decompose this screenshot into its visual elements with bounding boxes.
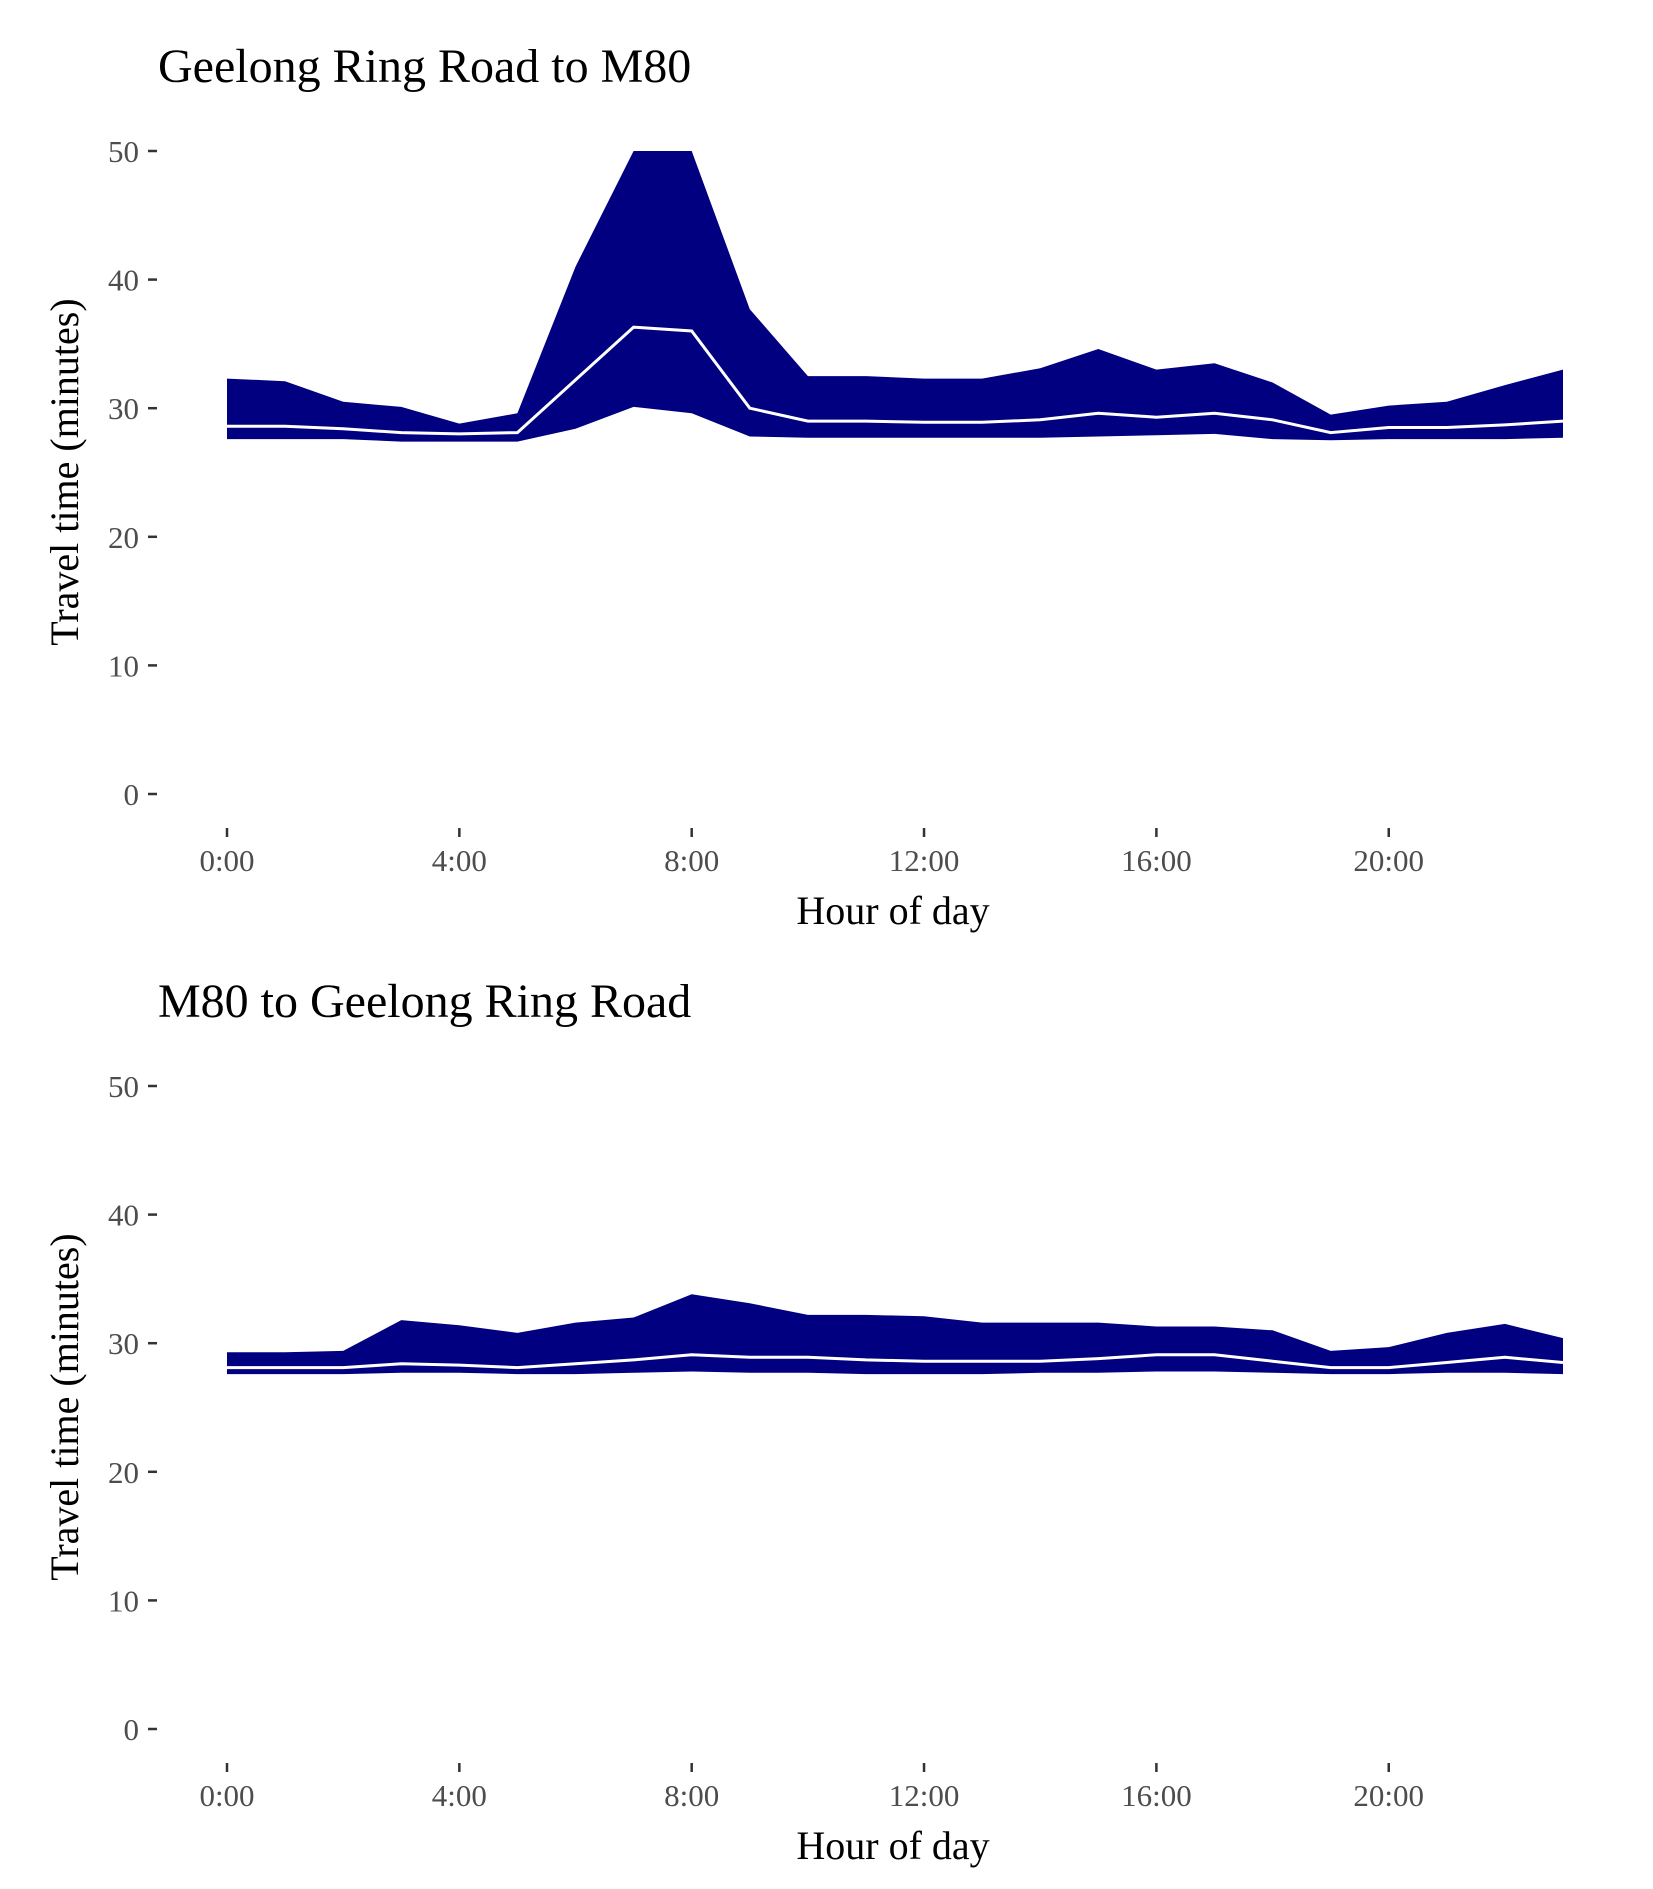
y-tick-label: 30 — [108, 391, 139, 426]
median-line — [227, 1353, 1564, 1370]
y-tick-label: 20 — [108, 520, 139, 555]
y-tick-label: 50 — [108, 134, 139, 169]
plot-area: 0 10 20 30 40 50 0:00 4:00 8:00 12:00 16:00 20:00 — [108, 134, 1564, 878]
x-tick-label: 4:00 — [432, 1778, 487, 1813]
y-axis-title: Travel time (minutes) — [42, 298, 87, 645]
range-band — [227, 151, 1563, 442]
x-tick-label: 8:00 — [664, 1778, 719, 1813]
y-tick-label: 0 — [124, 777, 140, 812]
y-axis-title: Travel time (minutes) — [42, 1233, 87, 1580]
chart-title: Geelong Ring Road to M80 — [158, 40, 691, 93]
x-tick-label: 12:00 — [889, 843, 960, 878]
x-tick-label: 20:00 — [1353, 1778, 1424, 1813]
x-axis-title: Hour of day — [796, 888, 989, 933]
x-tick-label: 12:00 — [889, 1778, 960, 1813]
y-tick-label: 20 — [108, 1455, 139, 1490]
y-tick-label: 40 — [108, 1198, 139, 1233]
x-tick-label: 0:00 — [199, 843, 254, 878]
plot-area: 0 10 20 30 40 50 0:00 4:00 8:00 12:00 16:00 20:00 — [108, 1069, 1564, 1813]
x-axis-title: Hour of day — [796, 1823, 989, 1868]
range-band — [227, 1294, 1563, 1375]
y-tick-label: 10 — [108, 1583, 139, 1618]
y-tick-label: 10 — [108, 648, 139, 683]
x-tick-label: 0:00 — [199, 1778, 254, 1813]
y-tick-label: 50 — [108, 1069, 139, 1104]
chart-title: M80 to Geelong Ring Road — [158, 975, 691, 1028]
x-tick-label: 20:00 — [1353, 843, 1424, 878]
x-tick-label: 16:00 — [1121, 843, 1192, 878]
median-line — [227, 325, 1564, 436]
y-tick-label: 0 — [124, 1712, 140, 1747]
y-tick-label: 30 — [108, 1326, 139, 1361]
y-tick-label: 40 — [108, 263, 139, 298]
x-tick-label: 8:00 — [664, 843, 719, 878]
chart-panel-m80-to-geelong: M80 to Geelong Ring Road Travel time (mi… — [42, 975, 1564, 1868]
x-tick-label: 4:00 — [432, 843, 487, 878]
chart-panel-geelong-to-m80: Geelong Ring Road to M80 Travel time (mi… — [42, 40, 1564, 933]
x-tick-label: 16:00 — [1121, 1778, 1192, 1813]
